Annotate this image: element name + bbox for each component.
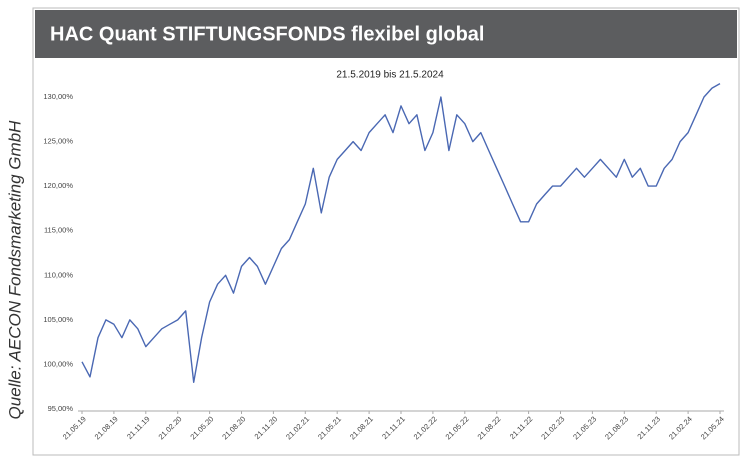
y-tick-label: 100,00% bbox=[43, 359, 73, 368]
chart-title: HAC Quant STIFTUNGSFONDS flexibel global bbox=[50, 23, 484, 45]
y-tick-label: 105,00% bbox=[43, 315, 73, 324]
chart-subtitle: 21.5.2019 bis 21.5.2024 bbox=[336, 70, 444, 81]
price-line bbox=[81, 82, 721, 383]
header-bar bbox=[35, 10, 737, 58]
y-tick-label: 110,00% bbox=[44, 270, 73, 279]
y-tick-label: 125,00% bbox=[43, 137, 73, 146]
source-note: Quelle: AECON Fondsmarketing GmbH bbox=[5, 120, 24, 420]
y-tick-label: 95,00% bbox=[48, 404, 74, 413]
y-tick-label: 120,00% bbox=[43, 181, 73, 190]
y-tick-label: 115,00% bbox=[44, 226, 73, 235]
frame bbox=[32, 7, 740, 456]
y-tick-label: 130,00% bbox=[43, 92, 73, 101]
